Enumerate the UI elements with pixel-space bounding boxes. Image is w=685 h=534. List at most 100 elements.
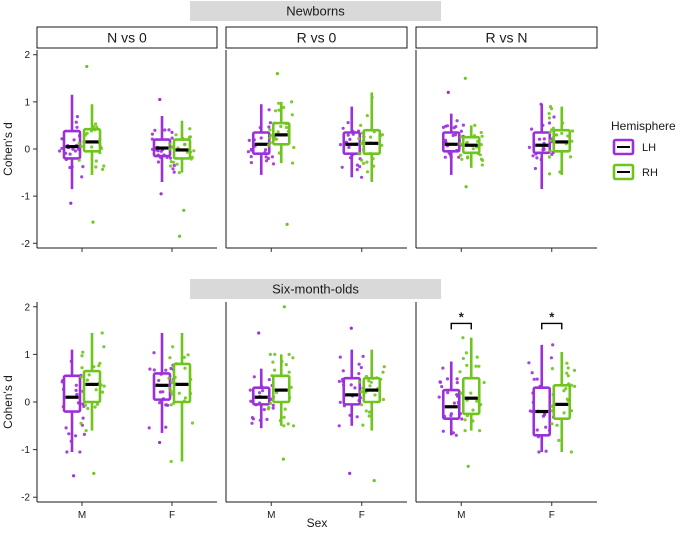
box-rect <box>552 128 572 153</box>
data-point <box>270 155 274 159</box>
data-point <box>533 166 538 171</box>
legend: Hemisphere LH RH <box>611 119 676 181</box>
data-point <box>458 370 462 374</box>
y-tick-label: 2 <box>24 50 30 61</box>
data-point <box>359 390 363 394</box>
data-point <box>290 100 294 104</box>
box-rect <box>251 386 271 406</box>
outlier-point <box>372 479 376 483</box>
data-point <box>358 380 362 384</box>
data-point <box>171 345 175 349</box>
data-point <box>90 145 94 149</box>
data-point <box>440 385 444 389</box>
outlier-point <box>282 305 286 309</box>
outlier-point <box>464 185 468 189</box>
data-point <box>268 136 272 140</box>
data-point <box>186 353 190 357</box>
outlier-point <box>281 457 285 461</box>
data-point <box>271 406 275 410</box>
data-point <box>340 165 344 169</box>
data-point <box>475 355 479 359</box>
data-point <box>79 421 83 425</box>
data-point <box>346 133 350 137</box>
data-point <box>267 378 271 382</box>
data-point <box>85 378 89 382</box>
data-point <box>547 116 552 120</box>
data-point <box>79 375 83 379</box>
data-point <box>169 366 173 371</box>
data-point <box>455 119 459 123</box>
data-point <box>548 130 552 135</box>
data-point <box>564 387 568 391</box>
data-point <box>94 388 98 392</box>
data-point <box>188 135 192 139</box>
y-tick-label: -1 <box>21 192 30 203</box>
data-point <box>249 155 253 159</box>
data-point <box>74 383 78 387</box>
box-f-lh <box>337 326 365 475</box>
outlier-point <box>285 222 289 226</box>
data-point <box>98 361 102 365</box>
facet-strip <box>225 26 408 49</box>
data-point <box>172 170 176 174</box>
data-point <box>565 397 570 401</box>
data-point <box>81 416 85 420</box>
data-point <box>268 352 272 356</box>
data-point <box>152 351 156 355</box>
data-point <box>441 429 445 433</box>
data-point <box>365 170 370 174</box>
outlier-point <box>85 64 89 69</box>
data-point <box>438 380 442 384</box>
data-point <box>359 365 363 370</box>
outlier-point <box>158 97 162 102</box>
data-point <box>527 145 532 149</box>
data-point <box>249 161 253 165</box>
x-tick-label: M <box>78 510 86 521</box>
box-m-lh <box>248 331 275 429</box>
data-point <box>250 416 254 420</box>
data-point <box>365 114 369 118</box>
data-point <box>264 155 268 159</box>
data-point <box>474 364 478 368</box>
data-point <box>169 459 173 464</box>
data-point <box>248 388 252 392</box>
data-point <box>454 433 458 437</box>
data-point <box>183 366 187 370</box>
data-point <box>369 135 373 139</box>
data-point <box>168 156 173 160</box>
data-point <box>250 421 254 425</box>
data-point <box>182 355 186 359</box>
data-point <box>337 379 341 383</box>
data-point <box>544 449 548 453</box>
y-tick-label: 0 <box>24 398 30 409</box>
data-point <box>565 371 569 375</box>
data-point <box>246 150 250 154</box>
data-point <box>170 380 174 385</box>
data-point <box>276 130 280 134</box>
data-point <box>480 163 484 167</box>
data-point <box>364 409 368 413</box>
data-point <box>83 403 88 407</box>
data-point <box>79 144 83 148</box>
data-point <box>86 406 90 411</box>
data-point <box>535 377 539 381</box>
data-point <box>80 366 84 370</box>
data-point <box>537 450 541 454</box>
data-point <box>548 172 552 176</box>
data-point <box>566 366 570 370</box>
data-point <box>382 365 386 369</box>
box-rect <box>362 376 382 404</box>
data-point <box>535 156 539 160</box>
box-f-rh <box>168 120 196 238</box>
legend-entry-rh: RH <box>612 163 658 181</box>
data-point <box>549 139 553 143</box>
box-m-lh <box>437 361 464 437</box>
data-point <box>362 161 366 165</box>
outlier-point <box>72 474 76 478</box>
data-point <box>550 367 555 371</box>
data-point <box>267 143 271 147</box>
group-banner <box>190 1 441 21</box>
data-point <box>451 431 455 435</box>
data-point <box>286 422 290 426</box>
y-tick-label: 1 <box>24 350 30 361</box>
